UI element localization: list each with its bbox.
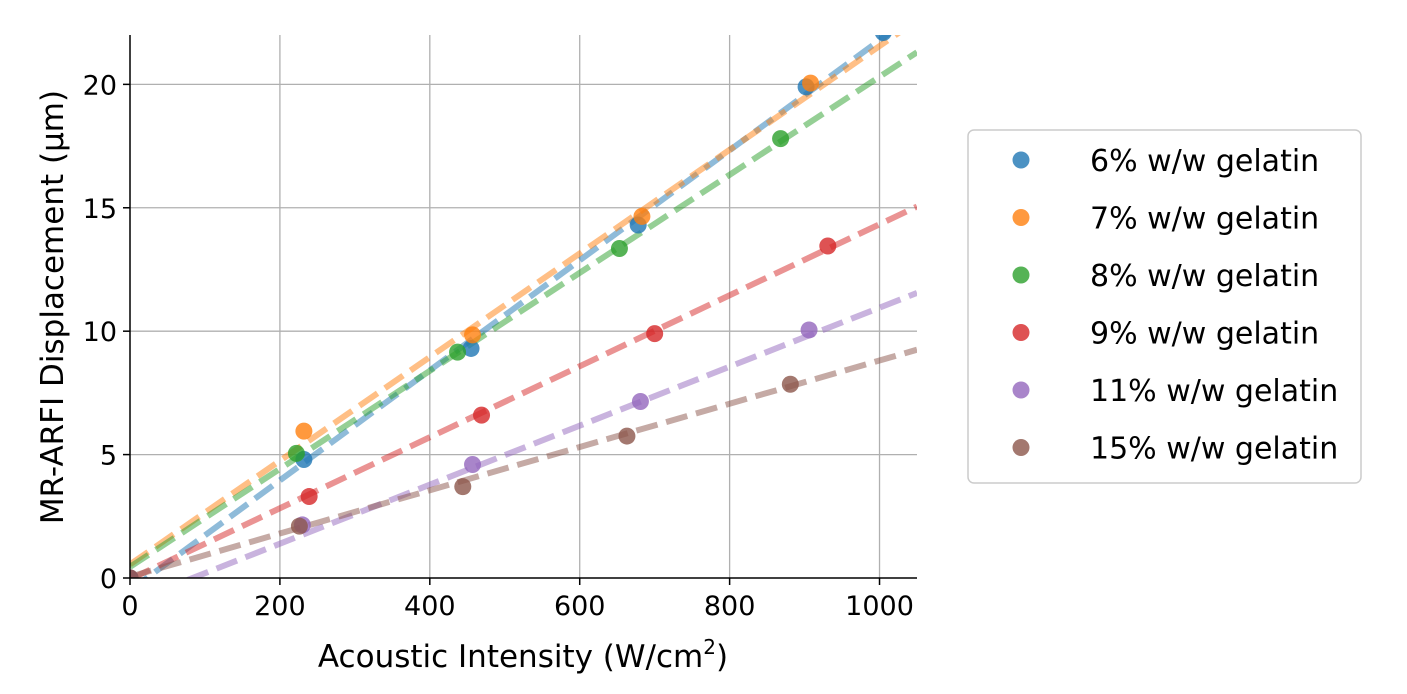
- data-point: [287, 444, 305, 462]
- data-point: [800, 321, 818, 339]
- data-point: [631, 393, 649, 411]
- data-point: [875, 35, 892, 42]
- legend-marker: [1012, 266, 1030, 284]
- x-tick-label: 800: [704, 591, 756, 622]
- y-tick-label: 15: [83, 194, 117, 225]
- legend: 6% w/w gelatin 7% w/w gelatin 8% w/w gelat…: [967, 129, 1362, 484]
- x-tick-label: 600: [554, 591, 606, 622]
- legend-label: 8% w/w gelatin: [1090, 259, 1319, 294]
- legend-box: [967, 129, 1362, 484]
- data-point: [819, 237, 837, 255]
- legend-label: 15% w/w gelatin: [1090, 432, 1338, 467]
- y-tick-label: 0: [100, 564, 117, 595]
- data-point: [300, 488, 318, 506]
- data-point: [802, 74, 820, 92]
- data-point: [295, 422, 313, 440]
- legend-marker: [1012, 209, 1030, 226]
- data-point: [290, 517, 308, 535]
- data-point: [772, 130, 790, 148]
- data-points: [130, 35, 892, 578]
- fit-line: [130, 35, 901, 567]
- data-point: [646, 325, 664, 343]
- legend-label: 9% w/w gelatin: [1090, 317, 1319, 352]
- fit-line: [184, 290, 917, 578]
- x-axis-label: Acoustic Intensity (W/cm2): [318, 635, 728, 675]
- fit-line: [130, 203, 917, 578]
- data-point: [464, 455, 482, 473]
- fit-line: [130, 49, 917, 570]
- legend-marker: [1012, 151, 1030, 169]
- data-point: [610, 239, 628, 257]
- x-tick-label: 0: [121, 591, 138, 622]
- data-point: [633, 207, 651, 225]
- data-point: [473, 406, 491, 424]
- tick-labels: 0 200 400 600 800 1000 0 5 10 15 20: [83, 70, 914, 622]
- x-axis-label-end: ): [716, 639, 728, 675]
- y-tick-label: 5: [100, 441, 117, 472]
- fit-line: [141, 35, 892, 578]
- legend-marker: [1012, 381, 1030, 399]
- legend-label: 7% w/w gelatin: [1090, 202, 1319, 237]
- data-point: [454, 478, 472, 496]
- x-tick-label: 1000: [845, 591, 914, 622]
- data-point: [449, 343, 467, 361]
- data-point: [781, 375, 799, 393]
- data-point: [618, 427, 636, 445]
- grid-lines: [130, 35, 917, 578]
- x-tick-label: 400: [404, 591, 456, 622]
- legend-marker: [1012, 324, 1030, 341]
- fit-line: [130, 346, 917, 578]
- data-point: [464, 326, 482, 344]
- legend-label: 11% w/w gelatin: [1090, 374, 1338, 409]
- x-axis-label-superscript: 2: [703, 635, 716, 659]
- axes: [123, 35, 917, 585]
- y-tick-label: 20: [83, 70, 117, 101]
- data-point: [130, 569, 139, 578]
- x-tick-label: 200: [254, 591, 306, 622]
- fit-lines: [130, 35, 917, 578]
- y-tick-label: 10: [83, 317, 117, 348]
- y-axis-label: MR-ARFI Displacement (μm): [35, 90, 71, 524]
- data-point: [462, 339, 480, 357]
- legend-marker: [1012, 439, 1030, 456]
- legend-label: 6% w/w gelatin: [1090, 144, 1319, 179]
